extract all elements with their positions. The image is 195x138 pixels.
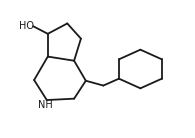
Text: HO: HO bbox=[19, 21, 34, 31]
Text: NH: NH bbox=[38, 100, 53, 110]
